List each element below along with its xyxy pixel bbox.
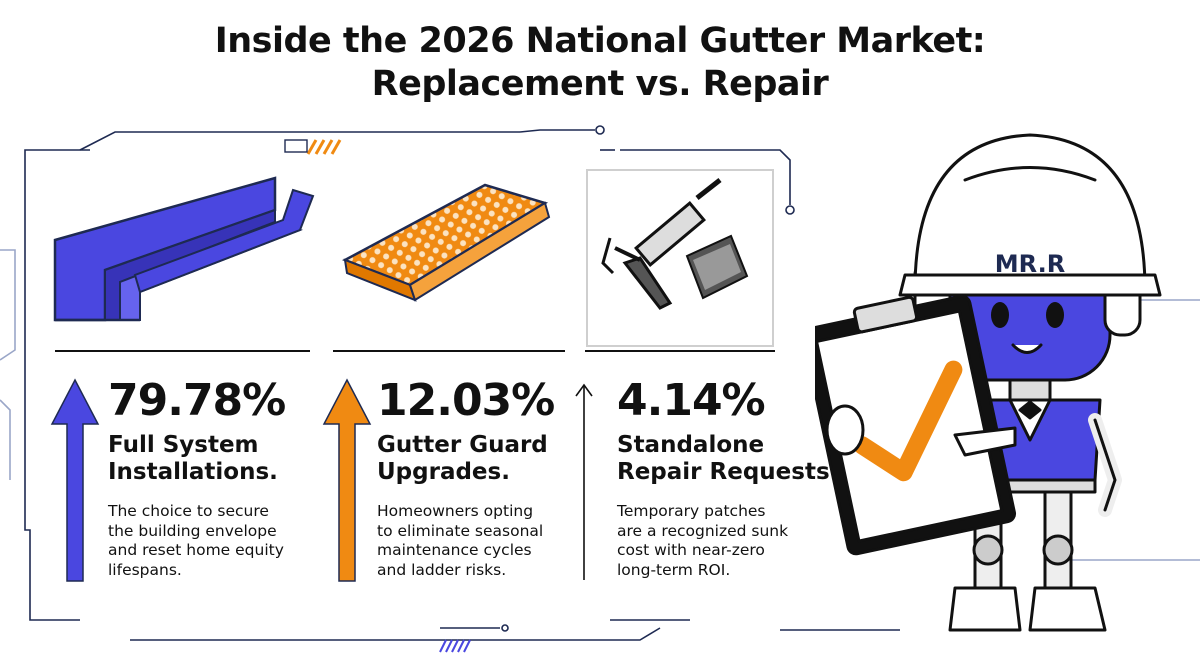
- stat-heading-line: Installations.: [108, 459, 278, 485]
- stat-heading-line: Standalone: [617, 432, 765, 458]
- desc-line: and ladder risks.: [377, 560, 507, 579]
- arrow-up-blue-icon: [50, 378, 100, 582]
- title-line-1: Inside the 2026 National Gutter Market:: [214, 21, 986, 61]
- stat-description: The choice to secure the building envelo…: [108, 502, 318, 580]
- robot-mascot-icon: MR.R: [815, 133, 1162, 632]
- desc-line: long-term ROI.: [617, 560, 731, 579]
- desc-line: to eliminate seasonal: [377, 521, 544, 540]
- desc-line: are a recognized sunk: [617, 521, 789, 540]
- stat-percent: 79.78%: [108, 375, 286, 426]
- divider-3: [585, 350, 775, 352]
- stat-heading-line: Full System: [108, 432, 259, 458]
- stat-heading: Gutter Guard Upgrades.: [377, 432, 577, 486]
- stat-full-system: 79.78% Full System Installations. The ch…: [108, 378, 318, 580]
- stat-standalone-repair: 4.14% Standalone Repair Requests. Tempor…: [617, 378, 842, 580]
- stat-description: Homeowners opting to eliminate seasonal …: [377, 502, 577, 580]
- title-line-2: Replacement vs. Repair: [371, 64, 829, 104]
- divider-2: [333, 350, 565, 352]
- helmet-logo: MR.R: [995, 250, 1065, 278]
- desc-line: the building envelope: [108, 521, 277, 540]
- gutter-guard-icon: [342, 183, 551, 302]
- desc-line: Temporary patches: [617, 502, 766, 520]
- caulk-gun-icon: [586, 169, 774, 347]
- arrow-up-orange-icon: [322, 378, 372, 582]
- stat-heading-line: Upgrades.: [377, 459, 510, 485]
- stat-description: Temporary patches are a recognized sunk …: [617, 502, 842, 580]
- stat-heading: Full System Installations.: [108, 432, 318, 486]
- gutter-icon: [53, 176, 315, 322]
- desc-line: maintenance cycles: [377, 541, 532, 559]
- desc-line: lifespans.: [108, 560, 182, 579]
- stat-heading-line: Repair Requests.: [617, 459, 839, 485]
- desc-line: and reset home equity: [108, 541, 284, 559]
- stat-gutter-guard: 12.03% Gutter Guard Upgrades. Homeowners…: [377, 378, 577, 580]
- stat-heading: Standalone Repair Requests.: [617, 432, 842, 486]
- stat-percent: 12.03%: [377, 375, 555, 426]
- page-title: Inside the 2026 National Gutter Market: …: [0, 20, 1200, 106]
- desc-line: The choice to secure: [108, 502, 269, 520]
- stat-heading-line: Gutter Guard: [377, 432, 548, 458]
- arrow-up-thin-icon: [575, 383, 593, 580]
- divider-1: [55, 350, 310, 352]
- stat-percent: 4.14%: [617, 375, 766, 426]
- desc-line: cost with near-zero: [617, 541, 765, 559]
- desc-line: Homeowners opting: [377, 502, 534, 520]
